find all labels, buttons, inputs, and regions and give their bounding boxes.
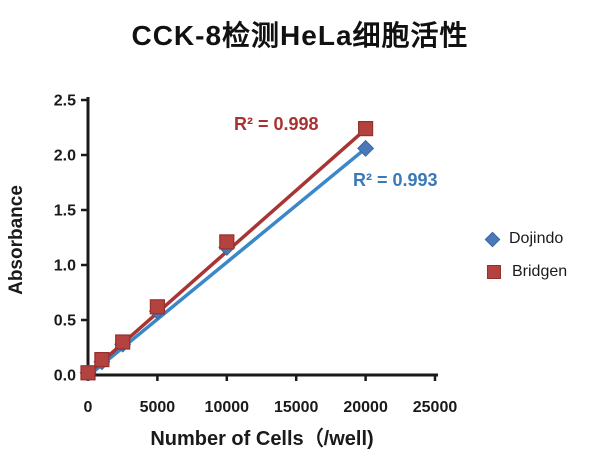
bridgen-data-point	[94, 352, 110, 368]
chart-title: CCK-8检测HeLa细胞活性	[131, 20, 469, 51]
dojindo-diamond-marker-icon	[484, 231, 501, 247]
bridgen-data-point	[80, 365, 96, 381]
legend-label-bridgen: Bridgen	[512, 263, 568, 280]
x-tick-label: 0	[84, 399, 93, 416]
x-tick-label: 15000	[274, 399, 319, 416]
bridgen-square-marker-icon	[487, 265, 501, 279]
legend-item-bridgen: Bridgen	[487, 263, 567, 281]
legend-item-dojindo: Dojindo	[484, 230, 567, 248]
bridgen-r2-annotation: R² = 0.998	[234, 114, 319, 134]
y-tick-label: 1.5	[54, 203, 76, 220]
x-tick-label: 25000	[413, 399, 458, 416]
dojindo-r2-annotation: R² = 0.993	[353, 170, 438, 190]
y-tick-label: 2.5	[54, 93, 76, 110]
x-tick-label: 5000	[140, 399, 176, 416]
dojindo-data-point	[357, 139, 375, 157]
y-tick-label: 1.0	[54, 258, 76, 275]
x-tick-label: 10000	[205, 399, 250, 416]
bridgen-data-point	[115, 334, 131, 350]
y-axis-title: Absorbance	[6, 185, 27, 295]
y-tick-label: 2.0	[54, 148, 76, 165]
legend-label-dojindo: Dojindo	[509, 230, 564, 247]
x-tick-label: 20000	[343, 399, 388, 416]
x-axis-title: Number of Cells（/well)	[150, 428, 374, 450]
bridgen-data-point	[219, 234, 235, 250]
bridgen-data-point	[358, 120, 374, 137]
y-tick-label: 0.0	[54, 368, 76, 385]
bridgen-data-point	[149, 299, 165, 315]
legend: Dojindo Bridgen	[484, 230, 567, 296]
dojindo-trendline	[87, 144, 371, 377]
y-tick-label: 0.5	[54, 313, 76, 330]
